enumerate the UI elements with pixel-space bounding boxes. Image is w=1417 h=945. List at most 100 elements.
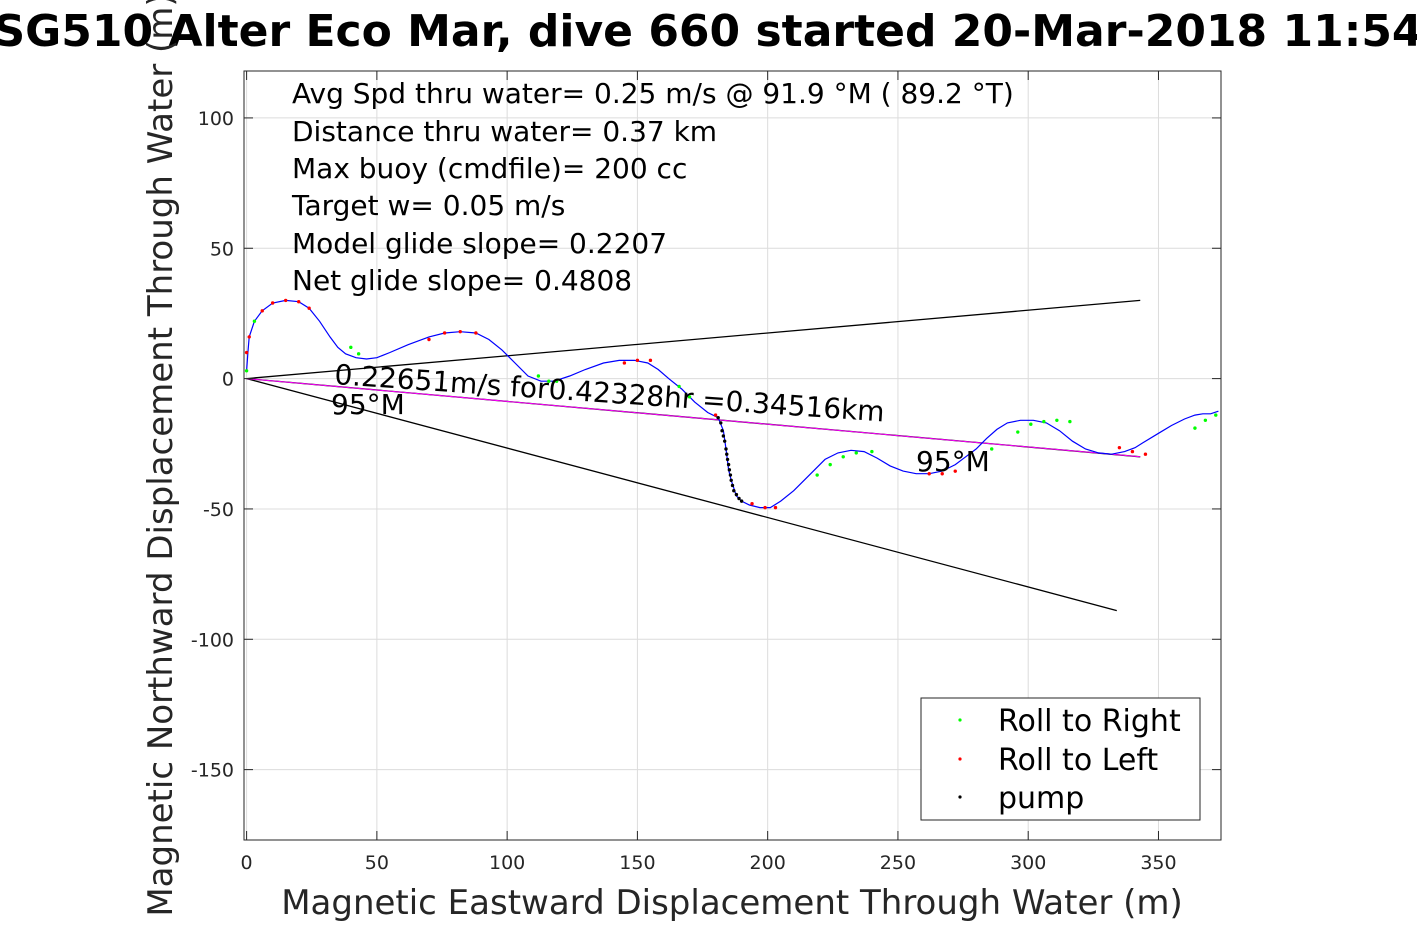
point-roll-to-left xyxy=(1143,452,1148,456)
point-pump xyxy=(716,416,720,420)
x-tick-label: 200 xyxy=(750,852,786,874)
point-roll-to-left xyxy=(247,335,251,339)
y-axis-label: Magnetic Northward Displacement Through … xyxy=(141,0,181,917)
annotation-model-glide: Model glide slope= 0.2207 xyxy=(292,227,667,260)
point-roll-to-left xyxy=(260,309,264,313)
point-roll-to-right xyxy=(1029,422,1033,426)
point-pump xyxy=(725,452,729,456)
point-roll-to-left xyxy=(283,298,288,303)
legend-marker-roll-right xyxy=(958,718,962,722)
point-roll-to-left xyxy=(713,413,718,417)
axes-box xyxy=(243,70,1222,841)
point-roll-to-right xyxy=(349,345,353,350)
reference-lines xyxy=(246,299,1141,612)
point-roll-to-right xyxy=(1016,430,1020,434)
reference-line-1 xyxy=(246,377,1117,612)
x-tick-label: 250 xyxy=(880,852,916,874)
annotation-max-buoy: Max buoy (cmdfile)= 200 cc xyxy=(292,152,687,185)
marker-layer xyxy=(244,298,1218,510)
point-pump xyxy=(734,492,739,497)
y-tick-label: -50 xyxy=(203,499,234,521)
point-roll-to-left xyxy=(458,329,462,334)
annotation-distance: Distance thru water= 0.37 km xyxy=(292,115,717,148)
point-roll-to-left xyxy=(940,472,944,476)
x-tick-label: 350 xyxy=(1140,852,1176,874)
point-pump xyxy=(732,488,736,493)
point-roll-to-left xyxy=(1117,445,1122,450)
point-pump xyxy=(727,468,732,472)
point-roll-to-right xyxy=(677,384,681,389)
point-pump xyxy=(726,462,731,467)
point-roll-to-right xyxy=(870,449,874,454)
annotation-net-glide: Net glide slope= 0.4808 xyxy=(292,264,632,297)
point-roll-to-left xyxy=(763,505,767,510)
y-tick-label: 100 xyxy=(198,108,234,130)
reference-line-3 xyxy=(246,378,1141,458)
point-pump xyxy=(739,499,744,503)
legend-box xyxy=(920,697,1201,821)
point-pump xyxy=(737,496,741,501)
x-tick-label: 100 xyxy=(489,852,525,874)
point-pump xyxy=(725,457,730,462)
y-tick-label: -150 xyxy=(191,760,234,782)
chart-title: SG510 Alter Eco Mar, dive 660 started 20… xyxy=(0,6,1417,57)
x-axis-label: Magnetic Eastward Displacement Through W… xyxy=(281,883,1183,923)
point-roll-to-right xyxy=(536,374,541,378)
reference-line-0 xyxy=(246,299,1141,380)
point-roll-to-left xyxy=(244,350,249,355)
point-roll-to-right xyxy=(841,455,845,459)
point-roll-to-right xyxy=(815,473,819,477)
point-roll-to-right xyxy=(1042,419,1046,424)
y-tick-label: -100 xyxy=(191,629,234,651)
point-roll-to-right xyxy=(547,379,551,383)
point-roll-to-right xyxy=(687,395,692,399)
point-roll-to-right xyxy=(854,451,858,455)
x-tick-label: 0 xyxy=(241,852,253,874)
legend-marker-pump xyxy=(958,795,962,799)
point-roll-to-left xyxy=(297,300,301,304)
legend-label-roll-right: Roll to Right xyxy=(998,704,1181,739)
point-roll-to-right xyxy=(554,379,559,383)
point-pump xyxy=(719,421,723,425)
annotation-avg-speed: Avg Spd thru water= 0.25 m/s @ 91.9 °M (… xyxy=(292,77,1014,110)
point-roll-to-left xyxy=(442,331,447,335)
annotation-target-w: Target w= 0.05 m/s xyxy=(291,189,565,222)
point-pump xyxy=(722,439,727,443)
legend-label-roll-left: Roll to Left xyxy=(998,743,1158,778)
point-roll-to-left xyxy=(270,301,275,305)
point-roll-to-left xyxy=(307,306,311,310)
point-roll-to-right xyxy=(1203,418,1208,423)
y-tick-label: 0 xyxy=(222,369,234,391)
point-roll-to-right xyxy=(252,319,257,323)
point-pump xyxy=(730,483,735,488)
point-roll-to-left xyxy=(635,358,640,363)
point-roll-to-left xyxy=(427,337,431,342)
point-roll-to-left xyxy=(953,469,957,473)
point-pump xyxy=(721,434,726,438)
annotation-block: Avg Spd thru water= 0.25 m/s @ 91.9 °M (… xyxy=(291,77,1014,297)
point-pump xyxy=(720,429,724,433)
heading-end-label: 95°M xyxy=(916,445,990,478)
point-roll-to-right xyxy=(1193,426,1197,430)
point-roll-to-left xyxy=(474,331,478,335)
point-roll-to-left xyxy=(750,502,754,506)
y-tick-label: 50 xyxy=(210,238,234,260)
speed-distance-label: 0.22651m/s for0.42328hr =0.34516km xyxy=(334,358,886,428)
heading-start-label: 95°M xyxy=(331,388,405,421)
point-pump xyxy=(729,478,733,482)
point-roll-to-right xyxy=(244,369,249,373)
point-roll-to-right xyxy=(1068,419,1072,424)
legend: Roll to Right Roll to Left pump xyxy=(920,697,1201,821)
point-roll-to-right xyxy=(990,447,994,451)
point-roll-to-right xyxy=(1214,413,1218,417)
point-roll-to-left xyxy=(1130,449,1135,454)
point-roll-to-right xyxy=(828,462,832,467)
x-tick-label: 300 xyxy=(1010,852,1046,874)
x-tick-labels: 0 50 100 150 200 250 300 350 xyxy=(241,71,1177,874)
point-roll-to-right xyxy=(356,352,361,356)
legend-label-pump: pump xyxy=(998,781,1084,816)
x-tick-label: 50 xyxy=(365,852,389,874)
point-roll-to-left xyxy=(648,358,653,363)
point-roll-to-left xyxy=(622,361,627,365)
point-roll-to-left xyxy=(773,505,778,510)
